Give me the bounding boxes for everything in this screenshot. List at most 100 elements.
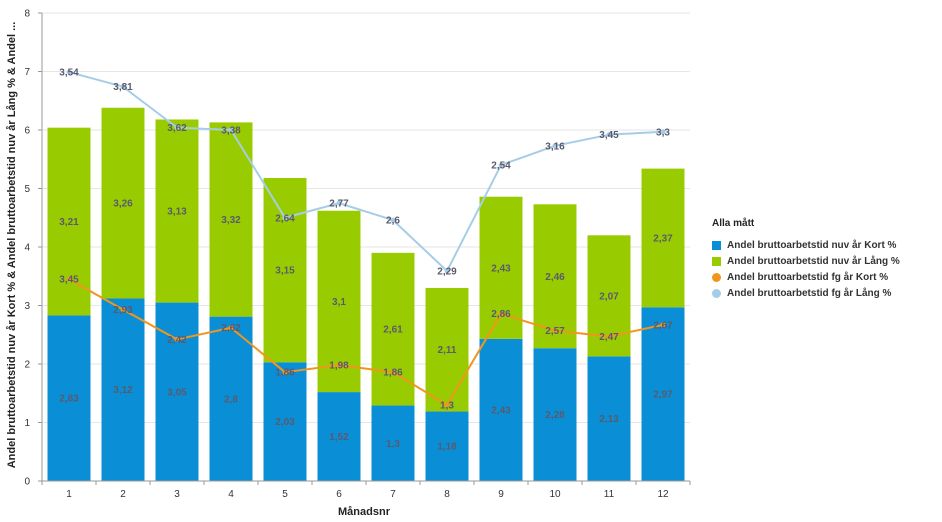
data-label: 2,6 — [386, 216, 400, 227]
series-point — [174, 125, 180, 131]
legend-label: Andel bruttoarbetstid fg år Kort % — [727, 271, 889, 283]
legend-swatch — [712, 240, 721, 250]
x-tick-label: 11 — [604, 489, 615, 500]
x-tick-label: 2 — [120, 489, 126, 500]
legend-label: Andel bruttoarbetstid nuv år Kort % — [727, 239, 897, 251]
x-tick-label: 4 — [228, 489, 234, 500]
y-tick-label: 2 — [24, 360, 30, 371]
series-point — [390, 217, 396, 223]
legend-swatch — [712, 272, 721, 282]
bar-kort-nuv — [371, 405, 415, 481]
data-label: 1,86 — [275, 368, 295, 379]
bar-kort-nuv — [101, 298, 145, 481]
data-label: 1,3 — [386, 439, 400, 450]
y-tick-label: 3 — [24, 301, 30, 312]
data-label: 3,54 — [59, 68, 79, 79]
series-point — [282, 369, 288, 375]
y-tick-label: 5 — [24, 184, 30, 195]
bar-kort-nuv — [425, 411, 469, 481]
legend-item[interactable]: Andel bruttoarbetstid fg år Kort % — [712, 269, 940, 285]
data-label: 3,45 — [599, 130, 619, 141]
data-label: 1,86 — [383, 368, 403, 379]
series-line — [68, 278, 664, 406]
y-axis-title: Andel bruttoarbetstid nuv år Kort % & An… — [6, 22, 18, 469]
data-label: 3,05 — [167, 387, 187, 398]
bar-lang-nuv — [425, 287, 469, 412]
y-tick-label: 8 — [24, 9, 30, 20]
data-label: 3,26 — [113, 199, 133, 210]
legend-item[interactable]: Andel bruttoarbetstid nuv år Kort % — [712, 237, 940, 253]
series-point — [552, 143, 558, 149]
series-point — [606, 334, 612, 340]
legend-title: Alla mått — [712, 218, 755, 229]
data-label: 2,29 — [437, 266, 457, 277]
series-line — [68, 71, 664, 272]
data-label: 2,97 — [653, 390, 673, 401]
data-label: 3,1 — [332, 297, 346, 308]
data-labels: 2,83 3,12 3,05 2,8 2,03 1,52 1,3 1,18 2,43 2,28 2,… — [59, 68, 673, 453]
x-tick-label: 1 — [66, 489, 72, 500]
bar-lang-nuv — [47, 127, 91, 316]
x-tick-label: 6 — [336, 489, 342, 500]
data-label: 2,47 — [599, 332, 619, 343]
legend-item[interactable]: Andel bruttoarbetstid fg år Lång % — [712, 285, 940, 301]
data-label: 1,98 — [329, 361, 349, 372]
data-label: 2,11 — [438, 345, 457, 356]
y-tick-label: 4 — [24, 243, 30, 254]
bar-lang-nuv — [155, 119, 199, 303]
series-point — [552, 328, 558, 334]
data-label: 2,62 — [221, 323, 241, 334]
legend-label: Andel bruttoarbetstid fg år Lång % — [727, 287, 892, 299]
series-point — [174, 336, 180, 342]
bar-kort-nuv — [587, 356, 631, 481]
series-lines — [66, 69, 666, 408]
data-label: 2,8 — [224, 394, 238, 405]
data-label: 2,67 — [653, 320, 673, 331]
data-label: 2,64 — [275, 213, 295, 224]
legend-item[interactable]: Andel bruttoarbetstid nuv år Lång % — [712, 253, 940, 269]
bar-lang-nuv — [533, 204, 577, 349]
data-label: 3,21 — [59, 217, 79, 228]
series-point — [660, 129, 666, 135]
data-label: 1,18 — [437, 442, 457, 453]
x-axis-title: Månadsnr — [338, 506, 391, 518]
bar-kort-nuv — [317, 392, 361, 481]
series-point — [120, 84, 126, 90]
data-label: 2,54 — [491, 161, 511, 172]
data-label: 3,13 — [167, 207, 187, 218]
bar-lang-nuv — [101, 107, 145, 299]
legend-items: Andel bruttoarbetstid nuv år Kort % Andel… — [712, 237, 940, 301]
x-tick-label: 5 — [282, 489, 288, 500]
series-point — [120, 307, 126, 313]
series-point — [444, 268, 450, 274]
y-tick-label: 1 — [24, 418, 30, 429]
y-tick-label: 0 — [24, 477, 30, 488]
bar-lang-nuv — [317, 210, 361, 393]
bar-lang-nuv — [263, 177, 307, 363]
series-point — [66, 276, 72, 282]
series-point — [336, 362, 342, 368]
data-label: 2,07 — [599, 291, 619, 302]
data-label: 3,3 — [656, 127, 670, 138]
series-point — [660, 322, 666, 328]
x-tick-label: 7 — [390, 489, 396, 500]
legend: Alla mått Andel bruttoarbetstid nuv år K… — [712, 218, 940, 301]
series-point — [498, 162, 504, 168]
data-label: 3,15 — [275, 266, 295, 277]
y-tick-label: 7 — [24, 67, 30, 78]
data-label: 2,13 — [599, 414, 619, 425]
bar-kort-nuv — [47, 315, 91, 481]
data-label: 3,32 — [221, 215, 241, 226]
data-label: 2,93 — [113, 305, 133, 316]
data-label: 2,03 — [275, 417, 295, 428]
data-label: 2,86 — [491, 309, 511, 320]
series-point — [444, 402, 450, 408]
data-label: 3,16 — [545, 141, 565, 152]
data-label: 1,3 — [440, 400, 454, 411]
data-label: 3,62 — [167, 123, 187, 134]
x-tick-label: 8 — [444, 489, 450, 500]
x-tick-label: 9 — [498, 489, 504, 500]
data-label: 3,81 — [113, 82, 133, 93]
